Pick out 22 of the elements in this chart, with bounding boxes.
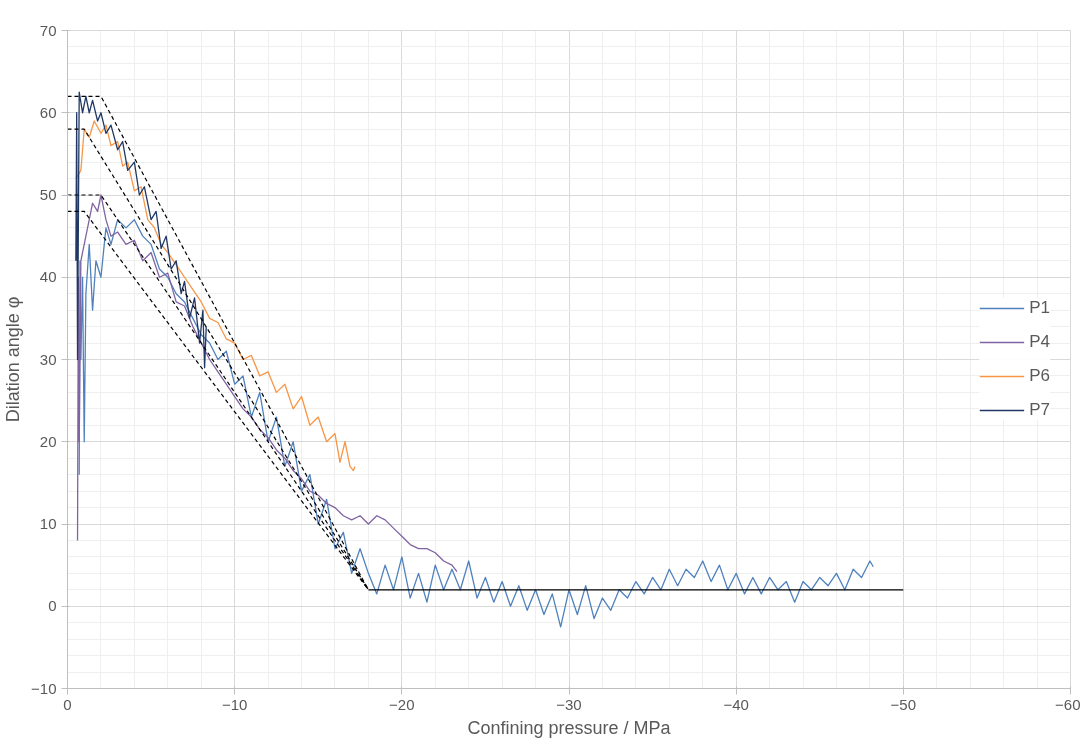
y-tick-label: 20 — [39, 432, 57, 450]
legend-label: P4 — [1029, 332, 1050, 352]
x-tick-label: −40 — [723, 695, 749, 713]
y-tick-label: 30 — [39, 350, 57, 368]
x-tick-label: −30 — [556, 695, 582, 713]
legend-label: P6 — [1029, 366, 1050, 386]
y-tick-label: −10 — [31, 679, 57, 697]
y-axis-title: Dilation angle φ — [3, 296, 24, 423]
x-axis-title: Confining pressure / MPa — [467, 717, 672, 738]
y-tick-label: 10 — [39, 515, 57, 532]
x-tick-label: −60 — [1055, 695, 1081, 713]
x-tick-label: −10 — [221, 695, 248, 713]
legend-label: P1 — [1029, 298, 1050, 318]
y-tick-label: 60 — [39, 103, 57, 121]
y-tick-label: 0 — [48, 597, 57, 615]
x-tick-label: −50 — [890, 695, 917, 713]
x-tick-label: 0 — [63, 695, 72, 713]
y-tick-label: 50 — [39, 186, 57, 203]
x-tick-label: −20 — [389, 695, 415, 713]
legend-label: P7 — [1029, 400, 1050, 420]
y-tick-label: 70 — [39, 21, 57, 39]
y-tick-label: 40 — [39, 268, 57, 286]
